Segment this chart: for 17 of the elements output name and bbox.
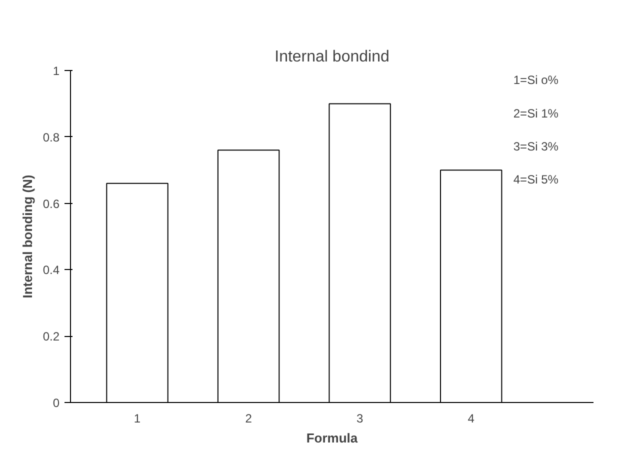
y-tick-label: 0.8 — [42, 130, 60, 144]
x-tick-label: 1 — [134, 412, 141, 426]
annotation: 2=Si 1% — [513, 106, 559, 120]
y-tick-label: 0.2 — [42, 330, 60, 344]
chart-title: Internal bondind — [274, 48, 390, 66]
y-axis-title: Internal bonding (N) — [20, 174, 35, 298]
x-tick-label: 2 — [245, 412, 252, 426]
annotation: 3=Si 3% — [513, 140, 559, 154]
x-tick-label: 4 — [468, 412, 475, 426]
y-tick-label: 0.4 — [42, 263, 60, 278]
annotation: 1=Si o% — [513, 73, 559, 88]
y-tick-label: 0.6 — [42, 196, 60, 211]
y-tick-label: 0 — [52, 396, 60, 410]
y-tick-label: 1 — [52, 64, 60, 78]
x-tick-label: 3 — [356, 412, 364, 426]
annotation: 4=Si 5% — [513, 172, 559, 187]
x-axis-title: Formula — [306, 430, 358, 446]
